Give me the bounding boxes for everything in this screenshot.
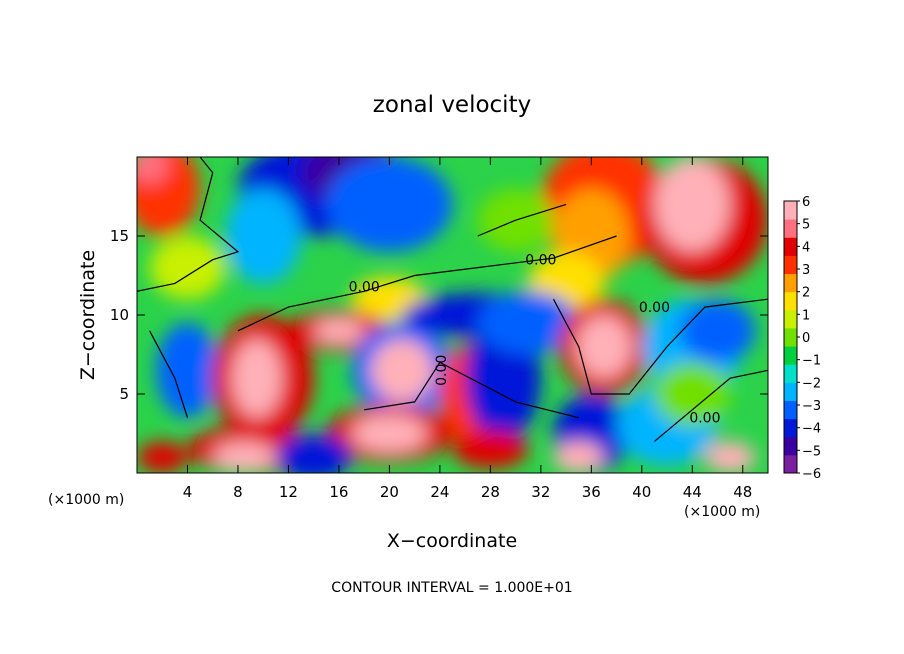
field-region — [137, 441, 188, 473]
colorbar-tick-label: 0 — [802, 331, 810, 346]
colorbar-swatch — [784, 364, 797, 383]
y-tick-label: 15 — [110, 227, 129, 245]
field-region — [155, 322, 220, 418]
zero-contour-line — [654, 369, 768, 442]
contour-label: 0.00 — [689, 410, 720, 426]
field-region — [137, 157, 169, 184]
colorbar-swatch — [784, 291, 797, 311]
x-tick-label: 44 — [683, 483, 702, 501]
colorbar-tick-label: −1 — [802, 354, 821, 369]
plot-area — [137, 157, 768, 473]
x-tick-label: 36 — [582, 483, 601, 501]
x-tick-label: 20 — [380, 483, 399, 501]
field-region — [553, 441, 604, 473]
y-tick-label: 10 — [110, 306, 129, 324]
contour-interval-note: CONTOUR INTERVAL = 1.000E+01 — [331, 580, 572, 596]
colorbar-swatch — [784, 309, 797, 329]
colorbar-tick-label: 4 — [802, 240, 810, 255]
x-tick-label: 48 — [733, 483, 752, 501]
x-tick-label: 8 — [233, 483, 243, 501]
z-unit-label: (×1000 m) — [684, 504, 760, 520]
colorbar-swatch — [784, 237, 797, 256]
field-region — [679, 299, 756, 363]
zero-contour-line — [237, 235, 617, 332]
colorbar-swatch — [784, 454, 797, 474]
colorbar-swatch — [784, 219, 797, 238]
colorbar-swatch — [784, 255, 797, 275]
field-region — [137, 157, 201, 236]
field-region — [370, 338, 434, 402]
x-unit-label: (×1000 m) — [48, 492, 124, 508]
colorbar-tick-label: 5 — [802, 218, 810, 233]
zero-contour-line — [149, 330, 189, 418]
colorbar-tick-label: −2 — [802, 376, 821, 391]
field-region — [313, 318, 365, 344]
y-tick-label: 5 — [119, 385, 129, 403]
field-region — [225, 188, 302, 284]
colorbar-swatch — [784, 418, 797, 438]
colorbar-tick-label: 1 — [802, 308, 810, 323]
zero-contour-line — [137, 157, 240, 292]
x-tick-label: 12 — [279, 483, 298, 501]
contour-label: 0.00 — [434, 355, 450, 386]
colorbar-swatch — [784, 436, 797, 456]
colorbar: 6 5 4 3 2 1 0 −1 −2 −3 −4 −5 −6 — [783, 195, 821, 482]
x-tick-label: 28 — [481, 483, 500, 501]
colorbar-tick-label: −5 — [802, 444, 821, 459]
colorbar-tick-label: 6 — [802, 195, 810, 210]
colorbar-swatch — [784, 382, 797, 401]
colorbar-tick-label: −3 — [802, 399, 821, 414]
x-tick-label: 32 — [531, 483, 550, 501]
colorbar-tick-label: 3 — [802, 263, 810, 278]
x-tick-label: 4 — [183, 483, 193, 501]
colorbar-tick-label: 2 — [802, 286, 810, 301]
field-region — [212, 441, 276, 473]
field-region — [351, 414, 428, 453]
chart-title: zonal velocity — [373, 92, 531, 118]
x-tick-label: 24 — [430, 483, 449, 501]
colorbar-tick-label: −6 — [802, 467, 821, 482]
colorbar-swatch — [784, 400, 797, 420]
zero-contour-line — [364, 361, 579, 419]
field-region — [704, 441, 756, 473]
field-region — [477, 291, 579, 355]
contour-label: 0.00 — [349, 279, 380, 295]
x-tick-label: 40 — [632, 483, 651, 501]
y-axis-label: Z−coordinate — [77, 250, 99, 380]
colorbar-swatch — [784, 327, 797, 347]
colorbar-tick-label: −4 — [802, 422, 821, 437]
field-region — [576, 315, 632, 379]
field-region — [149, 236, 226, 300]
colorbar-swatch — [784, 346, 797, 365]
field-region — [326, 157, 453, 252]
colorbar-swatch — [784, 201, 797, 220]
field-region — [654, 362, 731, 426]
colorbar-swatch — [784, 273, 797, 293]
contour-label: 0.00 — [525, 252, 556, 268]
field-region — [275, 433, 352, 473]
x-axis-label: X−coordinate — [387, 530, 517, 552]
field-region — [231, 338, 283, 418]
field-region — [452, 430, 529, 469]
zero-contour-line — [552, 298, 768, 395]
zero-contour-line — [477, 203, 567, 237]
field-region — [654, 157, 731, 252]
contour-label: 0.00 — [639, 300, 670, 316]
x-tick-label: 16 — [329, 483, 348, 501]
